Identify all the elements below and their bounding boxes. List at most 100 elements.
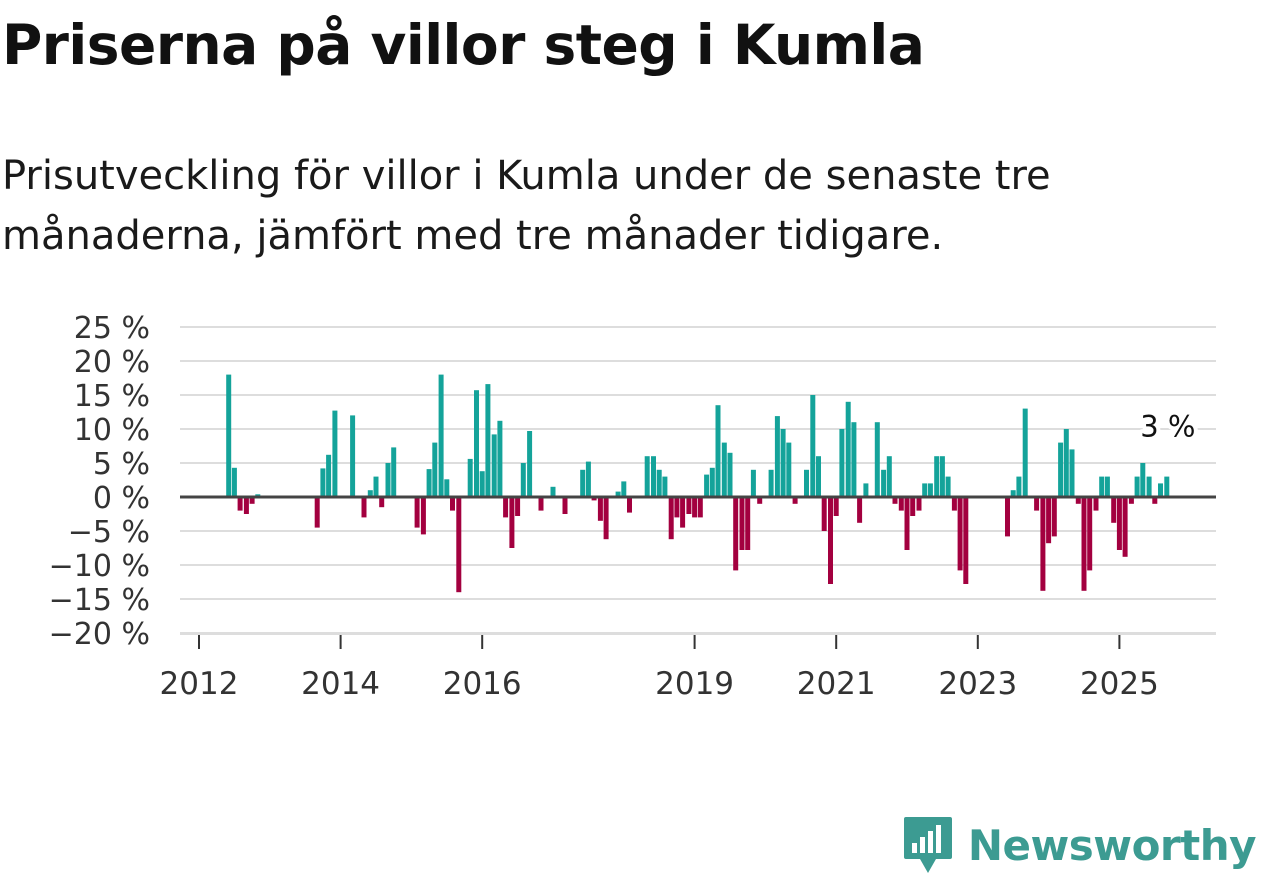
brand-name: Newsworthy [967, 820, 1257, 870]
bars [226, 374, 1170, 593]
y-tick-label: 5 % [93, 447, 150, 482]
bar [1081, 497, 1087, 591]
bar [591, 497, 597, 501]
bar [1128, 497, 1134, 504]
data-labels: 3 % [1136, 406, 1199, 448]
bar [414, 497, 420, 528]
bar [916, 497, 922, 511]
bar [833, 497, 839, 516]
bar [851, 422, 857, 497]
bar [1022, 408, 1028, 497]
bar [243, 497, 249, 514]
x-tick-label: 2021 [797, 666, 876, 702]
bar [562, 497, 568, 514]
bar [580, 469, 586, 497]
bar [361, 497, 367, 518]
bar [709, 467, 715, 497]
bar [231, 467, 237, 497]
x-tick-label: 2025 [1080, 666, 1159, 702]
bar [1069, 449, 1075, 497]
y-tick-label: −20 % [49, 617, 150, 652]
bar [237, 497, 243, 511]
bar [768, 469, 774, 497]
bar [456, 497, 462, 593]
bar [1116, 497, 1122, 550]
bar [1016, 476, 1022, 497]
bar [1146, 476, 1152, 497]
bar [520, 463, 526, 497]
bar [774, 416, 780, 497]
bar [662, 476, 668, 497]
bar [881, 469, 887, 497]
x-tick-label: 2016 [443, 666, 522, 702]
y-tick-label: 20 % [74, 345, 150, 380]
bar [1046, 497, 1052, 544]
bar [509, 497, 515, 548]
bar [350, 415, 356, 497]
x-tick-label: 2019 [655, 666, 734, 702]
bar [810, 395, 816, 497]
y-tick-label: 15 % [74, 379, 150, 414]
bar [674, 497, 680, 518]
bar [1034, 497, 1040, 511]
bar [963, 497, 969, 584]
bar [651, 456, 656, 497]
bar [786, 442, 792, 497]
bar [515, 497, 521, 516]
bar [668, 497, 674, 540]
bar [538, 497, 544, 511]
bar [432, 442, 438, 497]
bar [426, 469, 432, 497]
bar [951, 497, 957, 511]
bar [686, 497, 692, 514]
bar [485, 384, 491, 497]
bar [597, 497, 603, 521]
last-value-label: 3 % [1140, 410, 1195, 444]
bar [816, 456, 821, 497]
bar [656, 469, 662, 497]
bar [1075, 497, 1081, 504]
bar [1005, 497, 1010, 537]
bar [839, 429, 845, 497]
bar [1040, 497, 1046, 591]
bar [367, 490, 373, 497]
bar [503, 497, 509, 518]
bar [450, 497, 455, 511]
bar [857, 497, 863, 523]
bar [922, 483, 928, 497]
y-tick-label: −5 % [68, 515, 150, 550]
bar [715, 405, 721, 497]
bar [326, 454, 332, 497]
bar [1099, 476, 1105, 497]
bar [934, 456, 940, 497]
bar [314, 497, 320, 528]
bar [497, 420, 503, 497]
bar [1063, 429, 1069, 497]
bar [1087, 497, 1093, 571]
bar [527, 431, 533, 497]
bar [745, 497, 751, 550]
bar [385, 463, 391, 497]
bar-chart-speech-bubble-icon [903, 817, 952, 873]
y-tick-label: −15 % [49, 583, 150, 618]
bar [1158, 483, 1163, 497]
chart-title: Priserna på villor steg i Kumla [2, 13, 925, 77]
brand-logo: Newsworthy [902, 815, 1257, 875]
bar [379, 497, 385, 508]
bar [821, 497, 827, 531]
chart-subtitle: Prisutveckling för villor i Kumla under … [2, 153, 1051, 259]
bar [320, 468, 326, 497]
bar [757, 497, 763, 504]
bar [939, 456, 945, 497]
bar [898, 497, 904, 511]
bar [904, 497, 910, 550]
bar [1152, 497, 1158, 504]
bar [249, 497, 255, 504]
bar [739, 497, 745, 550]
y-tick-label: −10 % [49, 549, 150, 584]
bar [1111, 497, 1117, 523]
bar [704, 474, 710, 497]
bar [420, 497, 426, 535]
bar [1010, 490, 1016, 497]
x-tick-label: 2014 [301, 666, 380, 702]
